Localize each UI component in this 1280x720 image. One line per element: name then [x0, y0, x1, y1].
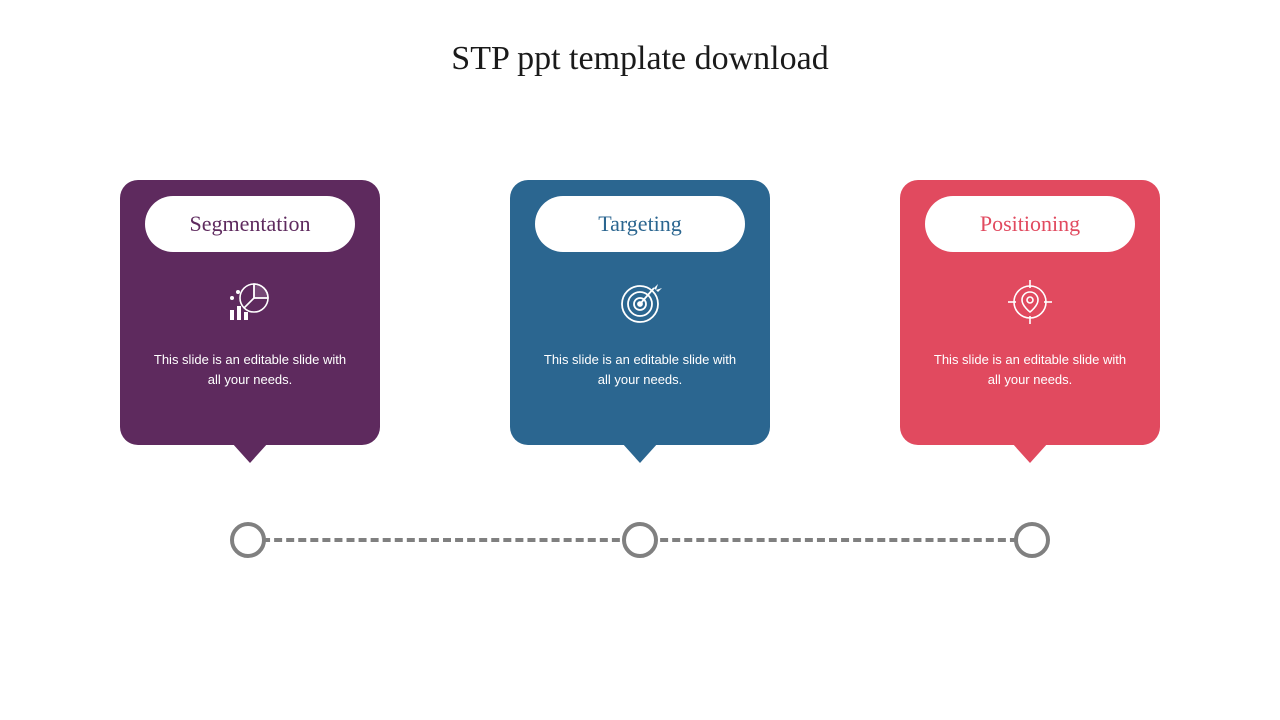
card-body: Positioning This slide is an editable sl…: [900, 180, 1160, 445]
page-title: STP ppt template download: [0, 0, 1280, 78]
timeline-dot-2: [622, 522, 658, 558]
card-segmentation: Segmentation This slide is an editable s…: [120, 180, 380, 445]
card-description: This slide is an editable slide with all…: [918, 350, 1142, 389]
card-body: Segmentation This slide is an editable s…: [120, 180, 380, 445]
location-icon: [1004, 274, 1056, 330]
card-description: This slide is an editable slide with all…: [138, 350, 362, 389]
card-pointer: [1012, 443, 1048, 463]
card-targeting: Targeting This slide is an editable slid…: [510, 180, 770, 445]
timeline: [230, 520, 1050, 560]
timeline-dot-3: [1014, 522, 1050, 558]
analytics-icon: [224, 274, 276, 330]
card-label-pill: Positioning: [925, 196, 1135, 252]
cards-row: Segmentation This slide is an editable s…: [0, 180, 1280, 445]
card-label: Positioning: [980, 211, 1080, 237]
card-label-pill: Targeting: [535, 196, 745, 252]
card-label: Targeting: [598, 211, 682, 237]
card-pointer: [622, 443, 658, 463]
timeline-dot-1: [230, 522, 266, 558]
card-label-pill: Segmentation: [145, 196, 355, 252]
target-icon: [614, 274, 666, 330]
card-label: Segmentation: [190, 211, 311, 237]
card-pointer: [232, 443, 268, 463]
card-positioning: Positioning This slide is an editable sl…: [900, 180, 1160, 445]
card-body: Targeting This slide is an editable slid…: [510, 180, 770, 445]
card-description: This slide is an editable slide with all…: [528, 350, 752, 389]
